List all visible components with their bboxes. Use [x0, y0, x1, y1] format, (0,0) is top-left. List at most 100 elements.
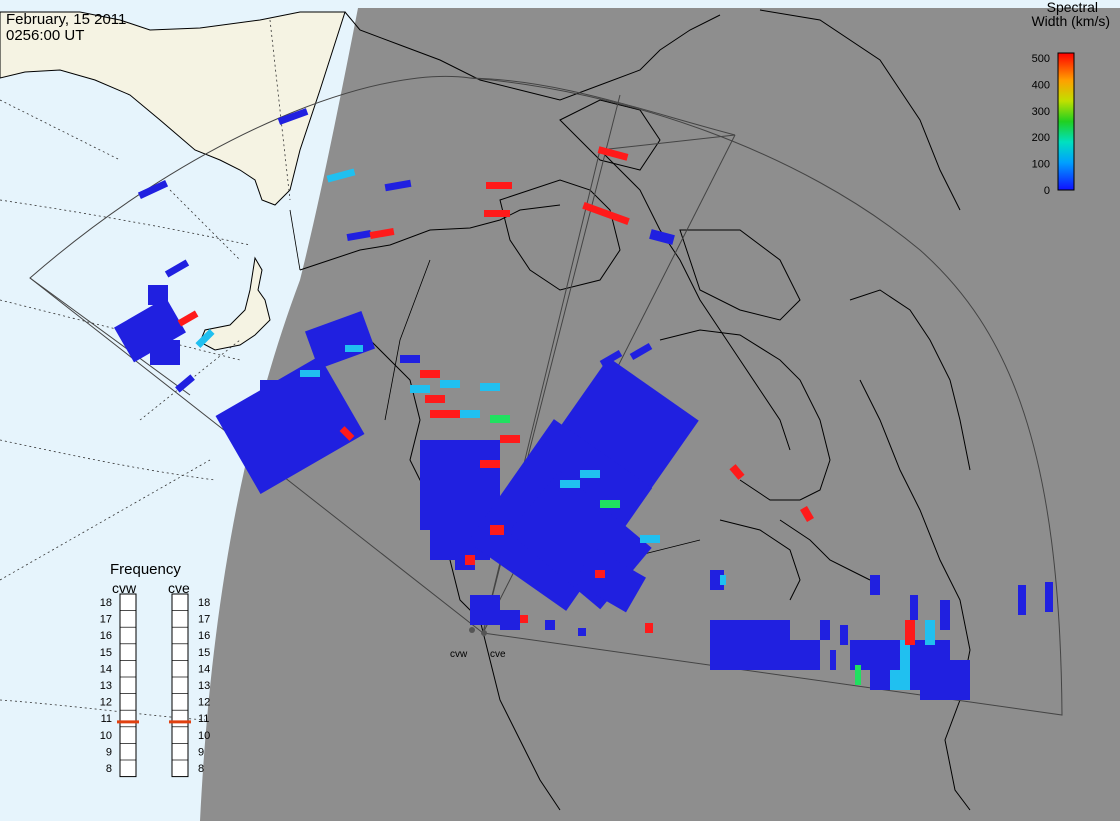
radar-site-cvw: [469, 627, 475, 633]
frequency-scale-label-right: 10: [198, 730, 210, 742]
frequency-column-cve: [171, 593, 189, 778]
frequency-column-cvw: [119, 593, 137, 778]
backscatter-cell: [384, 179, 412, 192]
time-label: 0256:00 UT: [6, 27, 84, 44]
frequency-scale: 18 18 17 17 16 16 15 15 14 14 13 13 12 12 11 11 10 10 9 9 8 8: [100, 593, 210, 778]
frequency-scale-label-left: 8: [106, 763, 112, 775]
backscatter-cell: [580, 470, 600, 478]
frequency-radar-left: cvw: [112, 580, 137, 596]
backscatter-cell: [905, 620, 915, 645]
colorbar-tick-label: 0: [1044, 185, 1050, 197]
frequency-scale-label-right: 17: [198, 614, 210, 626]
backscatter-cell: [345, 345, 363, 352]
backscatter-cell: [490, 415, 510, 423]
backscatter-cell: [500, 435, 520, 443]
frequency-scale-label-left: 9: [106, 746, 112, 758]
backscatter-cell: [940, 600, 950, 630]
backscatter-cell: [600, 500, 620, 508]
backscatter-cell: [486, 182, 512, 189]
backscatter-cell: [480, 460, 500, 468]
backscatter-cell: [649, 229, 675, 245]
backscatter-cell: [465, 555, 475, 565]
backscatter-cell: [740, 640, 820, 670]
backscatter-cell: [520, 615, 528, 623]
backscatter-cell: [890, 670, 900, 690]
backscatter-cell: [480, 383, 500, 391]
frequency-scale-label-right: 18: [198, 597, 210, 609]
backscatter-cell: [595, 570, 605, 578]
backscatter-cell: [1018, 585, 1026, 615]
frequency-scale-label-right: 12: [198, 697, 210, 709]
backscatter-cell: [629, 342, 653, 361]
frequency-scale-label-left: 16: [100, 630, 112, 642]
alaska-land: [0, 11, 346, 206]
frequency-scale-label-right: 9: [198, 746, 204, 758]
backscatter-cell: [490, 525, 504, 535]
backscatter-cell: [820, 620, 830, 640]
backscatter-cell: [420, 440, 500, 530]
frequency-scale-label-left: 17: [100, 614, 112, 626]
frequency-scale-label-left: 13: [100, 680, 112, 692]
site-label-cve: cve: [490, 649, 506, 660]
backscatter-cell: [430, 410, 460, 418]
backscatter-cell: [175, 374, 195, 393]
backscatter-cell: [304, 310, 376, 370]
backscatter-cell: [1045, 582, 1053, 612]
backscatter-cell: [729, 464, 745, 480]
frequency-title: Frequency: [110, 561, 181, 578]
frequency-scale-label-left: 15: [100, 647, 112, 659]
backscatter-cell: [545, 620, 555, 630]
backscatter-cell: [930, 670, 960, 700]
backscatter-cell: [830, 650, 836, 670]
backscatter-cell: [114, 297, 186, 363]
colorbar-title-1: Spectral: [1047, 0, 1098, 15]
backscatter-cell: [400, 355, 420, 363]
backscatter-cell: [840, 625, 848, 645]
backscatter-cell: [870, 575, 880, 595]
backscatter-cell: [460, 410, 480, 418]
frequency-radar-right: cve: [168, 580, 190, 596]
backscatter-cell: [410, 385, 430, 393]
frequency-scale-label-right: 16: [198, 630, 210, 642]
backscatter-cell: [910, 595, 918, 620]
colorbar-tick-label: 400: [1032, 79, 1050, 91]
site-label-cvw: cvw: [450, 649, 468, 660]
frequency-scale-label-left: 10: [100, 730, 112, 742]
backscatter-cell: [346, 229, 372, 242]
frequency-scale-label-right: 14: [198, 663, 210, 675]
backscatter-cell: [720, 575, 726, 585]
backscatter-cell: [560, 480, 580, 488]
backscatter-cell: [470, 595, 500, 625]
backscatter-cell: [195, 328, 215, 349]
backscatter-cell: [855, 665, 861, 685]
backscatter-cell: [500, 610, 520, 630]
backscatter-cell: [300, 370, 320, 377]
frequency-scale-label-right: 11: [198, 713, 209, 725]
backscatter-cell: [425, 395, 445, 403]
colorbar-tick-label: 300: [1032, 106, 1050, 118]
backscatter-cell: [339, 426, 355, 441]
backscatter-cell: [420, 370, 440, 378]
backscatter-cell: [551, 357, 699, 503]
backscatter-cell: [164, 259, 190, 278]
lat-lon-grid: [0, 19, 291, 721]
backscatter-cell: [597, 146, 629, 161]
backscatter-cell: [137, 179, 169, 200]
backscatter-cell: [599, 349, 623, 368]
backscatter-cell: [177, 310, 199, 327]
backscatter-cell: [800, 505, 814, 523]
colorbar-tick-label: 100: [1032, 159, 1050, 171]
colorbar-gradient: [1057, 52, 1075, 191]
colorbar-tick-label: 500: [1032, 53, 1050, 65]
frequency-scale-label-right: 8: [198, 763, 204, 775]
backscatter-cell: [277, 108, 309, 125]
frequency-scale-label-left: 11: [101, 713, 112, 725]
backscatter-cell: [574, 547, 646, 613]
alaska-south-coast: [199, 256, 271, 351]
backscatter-cell: [150, 340, 180, 365]
backscatter-cell: [578, 628, 586, 636]
frequency-scale-label-right: 15: [198, 647, 210, 659]
coastlines: [299, 9, 971, 811]
backscatter-cell: [260, 380, 310, 400]
backscatter-cell: [900, 640, 910, 690]
